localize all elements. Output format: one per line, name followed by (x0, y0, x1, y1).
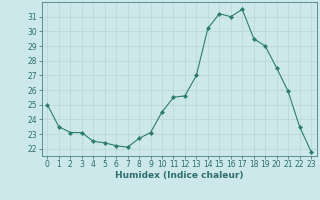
X-axis label: Humidex (Indice chaleur): Humidex (Indice chaleur) (115, 171, 244, 180)
